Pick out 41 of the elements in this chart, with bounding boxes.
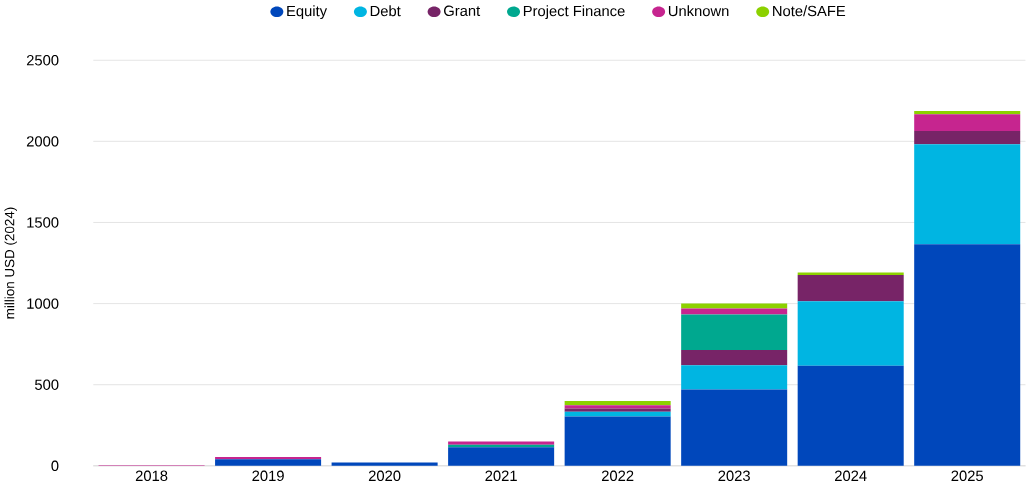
bar — [797, 301, 904, 366]
bar — [564, 411, 671, 417]
bar — [681, 389, 788, 467]
x-tick-label: 2022 — [601, 470, 634, 482]
legend-label: Grant — [444, 5, 481, 17]
legend-label: Equity — [287, 5, 328, 20]
y-tick-label: 1500 — [27, 217, 59, 228]
bar — [448, 441, 555, 445]
x-tick-label: 2024 — [835, 470, 867, 482]
y-tick-label: 0 — [51, 460, 59, 472]
y-tick-label: 2000 — [26, 136, 59, 147]
bar — [914, 131, 1021, 145]
bar — [448, 447, 555, 467]
y-tick-label: 1000 — [27, 298, 59, 310]
legend-label: Project Finance — [523, 5, 625, 20]
bar — [914, 111, 1021, 115]
x-tick-label: 2025 — [951, 470, 983, 482]
x-tick-label: 2018 — [135, 470, 168, 482]
bar — [681, 314, 788, 351]
bar — [564, 416, 671, 467]
y-tick-label: 500 — [35, 379, 59, 391]
y-tick-label: 2500 — [26, 55, 59, 66]
x-tick-label: 2019 — [252, 470, 284, 482]
x-tick-label: 2023 — [718, 470, 750, 482]
bar — [914, 244, 1021, 467]
bar — [215, 459, 322, 467]
bar — [681, 365, 788, 390]
bar — [564, 401, 671, 406]
bar — [797, 275, 904, 302]
bar — [797, 365, 904, 467]
legend-label: Note/SAFE — [773, 5, 846, 17]
legend-label: Unknown — [668, 5, 729, 17]
bar — [331, 462, 438, 467]
bar — [914, 114, 1021, 132]
bar — [681, 308, 788, 315]
bar — [914, 144, 1021, 245]
legend-label: Debt — [370, 5, 401, 17]
x-tick-label: 2020 — [368, 470, 401, 482]
bar — [681, 350, 788, 366]
y-axis-title: million USD (2024) — [4, 207, 17, 319]
x-tick-label: 2021 — [485, 470, 517, 482]
